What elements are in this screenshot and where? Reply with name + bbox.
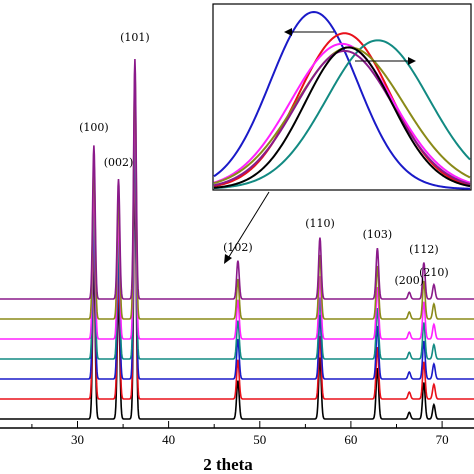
peak-label-7: (200): [395, 274, 425, 287]
x-tick-label-5: 70: [436, 432, 449, 447]
peak-label-6: (103): [363, 228, 393, 241]
inset-curve-6: [213, 49, 471, 187]
inset-curve-4: [213, 42, 471, 184]
series-line-7: [0, 58, 474, 300]
x-ticks: 30 40 50 60 70: [31, 421, 449, 447]
x-tick-label-3: 50: [253, 432, 266, 447]
x-tick-label-2: 40: [162, 432, 175, 447]
peak-label-4: (102): [223, 241, 253, 254]
inset-pointer-arrowhead: [224, 254, 232, 264]
x-axis: 30 40 50 60 70: [0, 421, 474, 447]
shift-right-arrow: [355, 57, 416, 65]
series-line-5: [0, 93, 474, 340]
inset-curve-7: [213, 46, 471, 189]
series-line-2: [0, 153, 474, 400]
peak-labels: (100) (002) (101) (102) (110) (103) (200) (112)…: [79, 31, 449, 287]
x-tick-label-4: 60: [344, 432, 357, 447]
peak-label-9: (210): [419, 266, 449, 279]
inset-panel: [212, 3, 472, 191]
series-line-4: [0, 118, 474, 360]
x-tick-label-1: 30: [71, 432, 84, 447]
series-line-3: [0, 128, 474, 380]
series-line-1: [0, 178, 474, 420]
peak-label-8: (112): [409, 243, 439, 256]
peak-label-1: (100): [79, 121, 109, 134]
series-layer: [0, 58, 474, 420]
inset-curve-1: [213, 10, 471, 190]
peak-label-5: (110): [305, 217, 335, 230]
series-line-6: [0, 68, 474, 320]
inset-pointer-line: [226, 191, 270, 261]
shift-left-arrow: [284, 28, 334, 36]
inset-curves: [213, 10, 471, 190]
x-axis-title: 2 theta: [203, 455, 253, 474]
peak-label-3: (101): [120, 31, 150, 44]
inset-curve-3: [213, 39, 471, 190]
peak-label-2: (002): [104, 156, 134, 169]
